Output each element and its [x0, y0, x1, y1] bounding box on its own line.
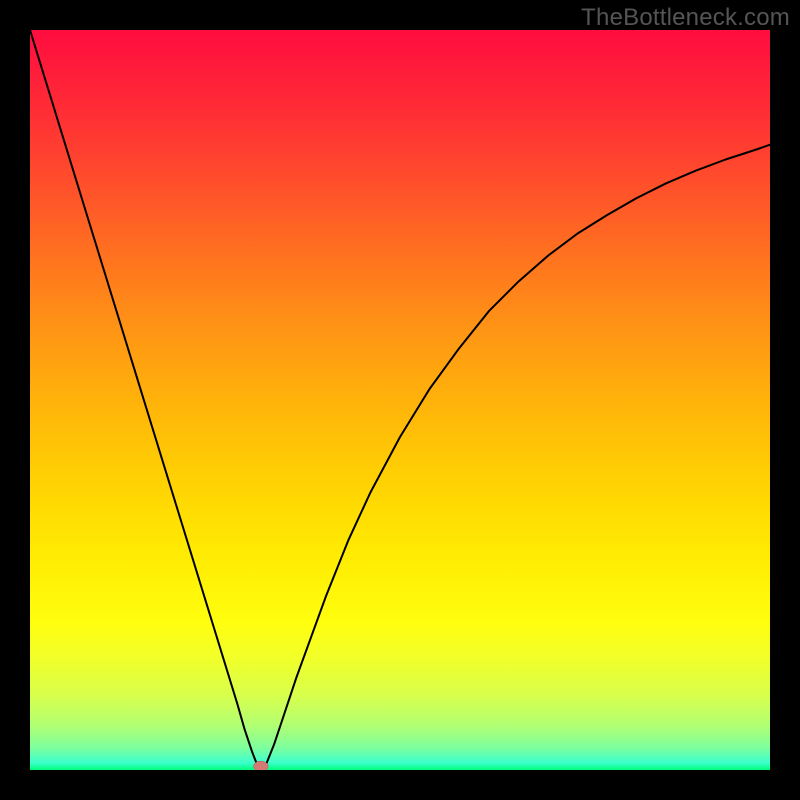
plot-area: [30, 30, 770, 770]
curve-overlay: [30, 30, 770, 770]
watermark-text: TheBottleneck.com: [581, 4, 790, 32]
min-marker: [253, 761, 268, 770]
v-curve: [30, 30, 770, 770]
